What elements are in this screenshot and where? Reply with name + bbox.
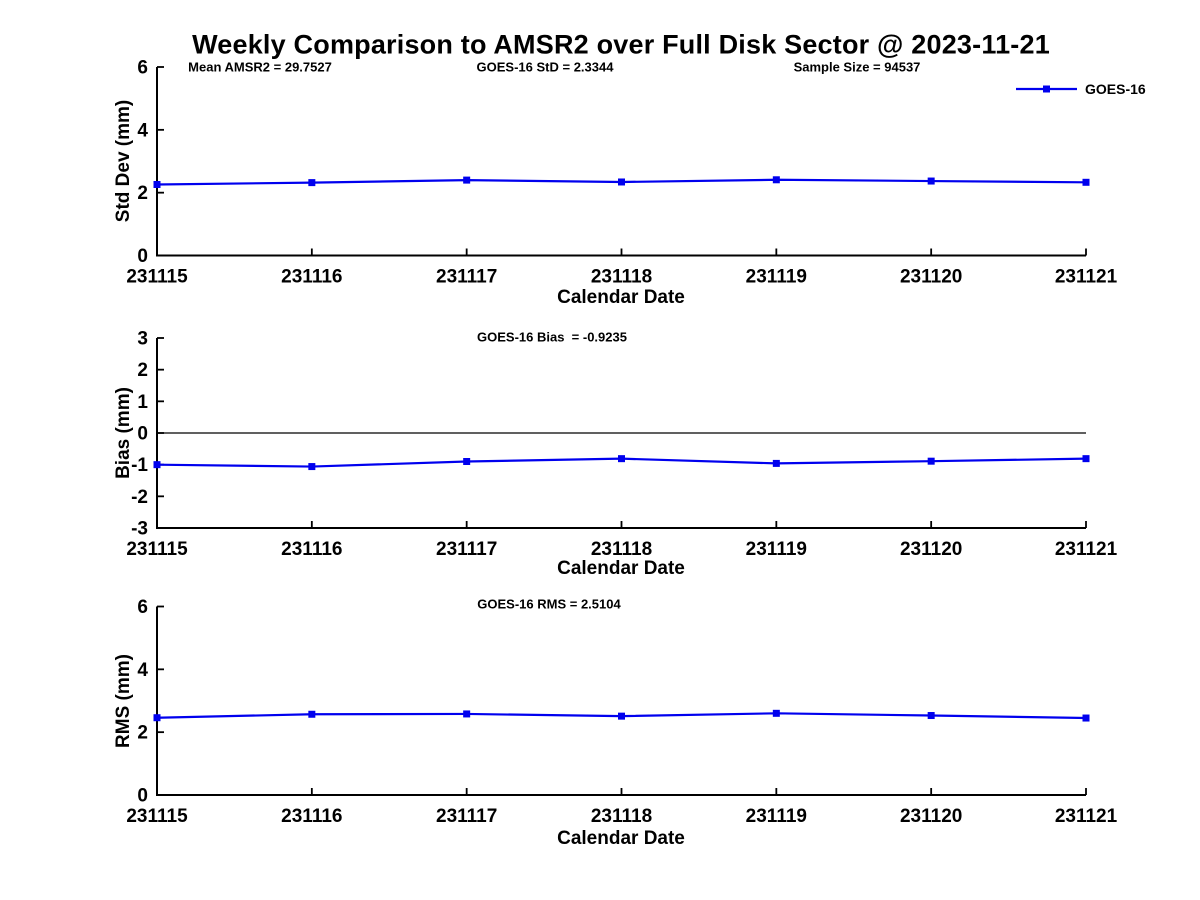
goes16-marker [772,176,780,184]
chart-title: Weekly Comparison to AMSR2 over Full Dis… [192,29,1050,60]
x-tick-label: 231115 [126,806,188,827]
goes16-marker [772,459,780,467]
goes16-marker [308,710,316,718]
goes16-marker [618,712,625,720]
goes16-marker [308,179,316,187]
y-tick-label: 2 [137,723,148,744]
x-tick-label: 231117 [436,539,497,560]
goes16-std-annotation: GOES-16 StD = 2.3344 [476,59,614,75]
mean-amsr2-annotation: Mean AMSR2 = 29.7527 [188,59,332,75]
x-tick-label: 231118 [591,539,652,560]
x-tick-label: 231117 [436,267,497,288]
stddev-x-axis-label: Calendar Date [557,287,685,308]
rms-x-axis-label: Calendar Date [557,828,685,849]
x-tick-label: 231116 [281,267,342,288]
y-tick-label: 0 [137,786,148,807]
goes16-marker [308,463,316,471]
x-tick-label: 231115 [126,539,188,560]
y-tick-label: 6 [137,58,148,79]
goes16-bias-annotation: GOES-16 Bias = -0.9235 [477,329,627,345]
goes16-marker [927,712,935,720]
y-tick-label: 3 [137,329,148,350]
goes16-marker [153,461,161,469]
goes16-rms-annotation: GOES-16 RMS = 2.5104 [477,596,621,612]
x-tick-label: 231116 [281,806,342,827]
x-tick-label: 231121 [1055,539,1118,560]
y-tick-label: 2 [137,360,148,381]
x-tick-label: 231120 [900,806,962,827]
sample-size-annotation: Sample Size = 94537 [793,59,921,75]
goes16-marker [618,455,625,463]
x-tick-label: 231118 [591,806,652,827]
goes16-marker [1082,178,1090,186]
goes16-marker [463,176,471,184]
goes16-marker [153,180,161,188]
x-tick-label: 231117 [436,806,497,827]
bias-x-axis-label: Calendar Date [557,558,685,579]
legend-label: GOES-16 [1085,81,1146,97]
bias-y-axis-label: Bias (mm) [113,387,134,479]
y-tick-label: -3 [131,519,148,540]
y-tick-label: 0 [137,424,148,445]
goes16-marker [1082,455,1090,463]
goes16-marker [1082,714,1090,722]
goes16-marker [772,709,780,717]
y-tick-label: 6 [137,597,148,618]
x-tick-label: 231120 [900,539,962,560]
x-tick-label: 231119 [746,267,807,288]
goes16-marker [927,457,935,465]
x-tick-label: 231121 [1055,267,1118,288]
goes16-marker [153,714,161,722]
rms-subplot: 0 2 4 6 231115 231116 231117 231118 231119 231120… [126,597,1117,827]
x-tick-label: 231115 [126,267,188,288]
std-dev-subplot: 0 2 4 6 231115 231116 231117 231118 231119 231120… [126,58,1117,288]
y-tick-label: 2 [137,183,148,204]
x-tick-label: 231121 [1055,806,1118,827]
goes16-marker [463,458,471,465]
stddev-y-axis-label: Std Dev (mm) [113,99,134,223]
y-tick-label: -1 [131,455,148,476]
rms-y-axis-label: RMS (mm) [113,654,134,748]
goes16-marker [618,178,625,186]
x-tick-label: 231118 [591,267,652,288]
y-tick-label: 4 [137,660,148,681]
x-tick-label: 231119 [746,539,807,560]
bias-subplot: -3 -2 -1 0 1 2 3 231115 231116 231117 231118 231119… [126,329,1117,561]
x-tick-label: 231119 [746,806,807,827]
x-tick-label: 231120 [900,267,962,288]
legend-marker-sample [1043,85,1050,93]
goes16-marker [463,710,471,718]
goes16-marker [927,177,935,185]
legend [1016,85,1077,93]
y-tick-label: -2 [131,487,148,508]
y-tick-label: 4 [137,120,148,141]
x-tick-label: 231116 [281,539,342,560]
y-tick-label: 1 [137,392,148,413]
y-tick-label: 0 [137,246,148,267]
